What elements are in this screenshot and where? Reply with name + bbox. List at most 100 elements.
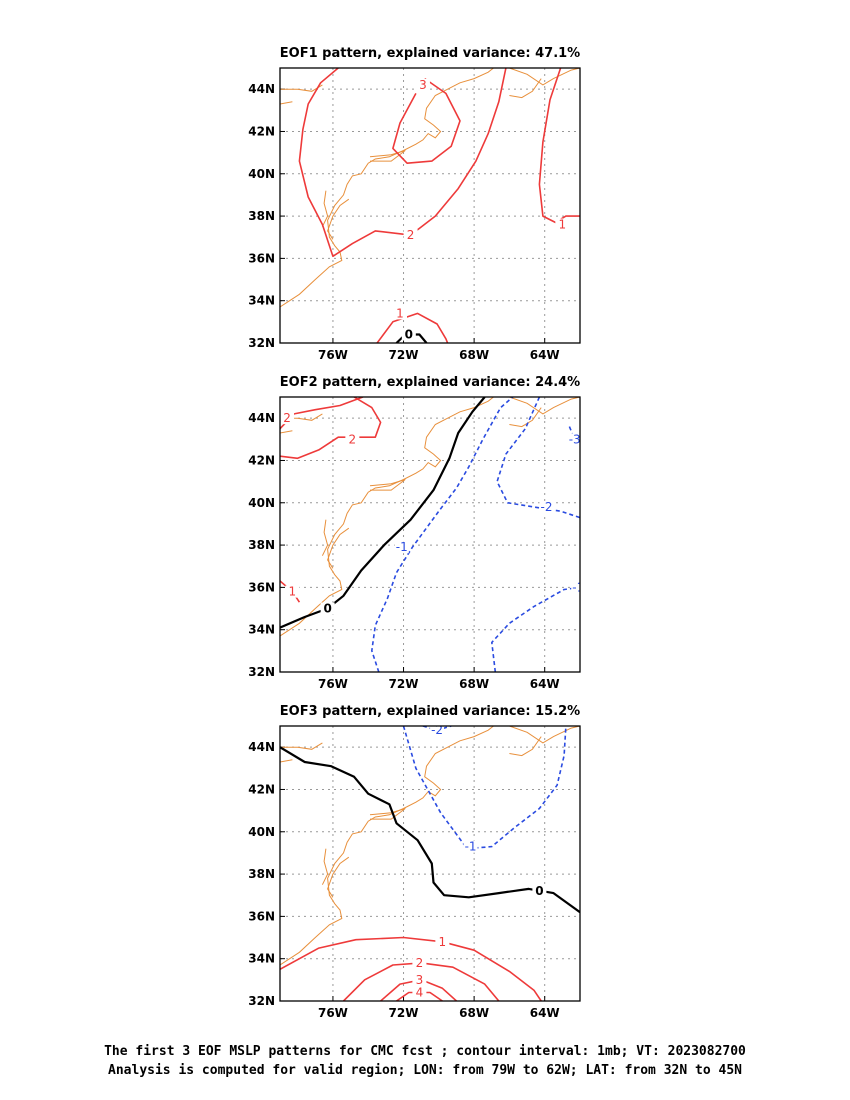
x-tick-label: 72W [389,677,419,691]
eof-panel-1: EOF1 pattern, explained variance: 47.1% 7… [248,46,581,362]
contour-label: 0 [323,602,331,616]
coastline [280,759,293,763]
x-tick-label: 76W [318,1006,348,1020]
y-tick-label: 44N [248,740,275,754]
contour-label: 0 [535,884,543,898]
x-tick-label: 72W [389,1006,419,1020]
y-tick-label: 44N [248,411,275,425]
x-tick-label: 68W [459,677,489,691]
plot-area: -2 -1 0 1 2 34 [280,723,580,1001]
panel-title: EOF3 pattern, explained variance: 15.2% [280,704,580,719]
contour-line-neg2 [496,397,580,519]
y-tick-label: 38N [248,209,275,223]
coastline [369,150,406,162]
contour-label-bg [532,885,547,897]
coastline [509,68,580,86]
contour-label-bg [567,433,580,446]
y-tick-label: 36N [248,251,275,265]
coastline [327,198,350,240]
plot-area: 2 2 1 0 -1 -1 -2 -3 [280,397,584,672]
eof-panel-3: EOF3 pattern, explained variance: 15.2% 7… [248,704,581,1020]
contour-line-1 [280,936,542,1001]
contour-label-bg [345,433,360,446]
coastline [321,190,329,227]
caption-line-2: Analysis is computed for valid region; L… [108,1063,742,1078]
plot-frame [279,725,581,1002]
contour-line-neg1 [490,586,580,672]
coastline [369,479,406,491]
x-tick-label: 72W [389,348,419,362]
contour-label: 2 [416,956,424,970]
y-tick-label: 32N [248,994,275,1008]
y-tick-label: 42N [248,782,275,796]
contour-label: 4 [416,986,424,1000]
x-tick-label: 68W [459,348,489,362]
coastline [280,430,293,434]
coastline [509,78,542,99]
y-tick-label: 34N [248,294,275,308]
y-tick-label: 38N [248,867,275,881]
contour-label: -3 [569,432,581,446]
contour-label-bg [412,986,427,999]
contour-line-0 [280,397,486,629]
contour-label: 3 [419,78,427,92]
coastline [280,397,494,637]
coastline [369,808,406,820]
contour-label: 2 [349,432,357,446]
coastline [280,101,293,105]
y-tick-label: 42N [248,453,275,467]
contour-label-bg [415,78,430,91]
contour-label: -2 [431,723,443,737]
coastline [509,407,542,428]
panel-title: EOF1 pattern, explained variance: 47.1% [280,46,580,61]
contour-label-bg [463,840,478,853]
contour-label: 2 [283,411,291,425]
y-tick-label: 34N [248,623,275,637]
coastline [327,527,350,569]
plot-frame [279,396,581,673]
contour-label-bg [320,602,335,615]
contour-label: 0 [405,328,413,342]
contour-label-bg [394,541,409,554]
coastline [280,726,494,966]
y-tick-label: 40N [248,496,275,510]
coastline [321,848,329,885]
x-tick-label: 64W [530,348,560,362]
contour-label: -1 [465,840,477,854]
contour-label: -1 [572,580,584,594]
contour-label-bg [285,585,300,598]
y-tick-label: 38N [248,538,275,552]
contour-line-2 [298,68,507,258]
contour-label: 1 [289,585,297,599]
caption-line-1: The first 3 EOF MSLP patterns for CMC fc… [104,1044,746,1059]
contour-label-bg [539,501,554,513]
contour-line-0 [280,746,580,914]
plot-frame [279,67,581,344]
contour-label-bg [412,956,427,969]
contour-label-bg [571,581,580,594]
coastline [509,726,580,744]
contour-label: 1 [396,306,404,320]
x-tick-label: 76W [318,348,348,362]
contour-label-bg [430,726,445,737]
y-tick-label: 40N [248,825,275,839]
coastline [280,68,494,308]
contour-label: 3 [416,973,424,987]
contour-label-bg [412,973,427,986]
contour-label-bg [401,328,416,341]
x-tick-label: 64W [530,1006,560,1020]
contour-label: 1 [439,935,447,949]
contour-label: 2 [407,228,415,242]
contour-label-bg [393,307,407,320]
y-tick-label: 40N [248,167,275,181]
y-tick-label: 36N [248,909,275,923]
y-tick-label: 32N [248,665,275,679]
contour-line-neg1 [370,397,514,672]
contour-label-bg [435,935,450,948]
contour-line-neg1 [402,726,567,850]
coastline [280,742,323,750]
contour-label: -1 [396,540,408,554]
contour-line-3 [392,77,461,164]
